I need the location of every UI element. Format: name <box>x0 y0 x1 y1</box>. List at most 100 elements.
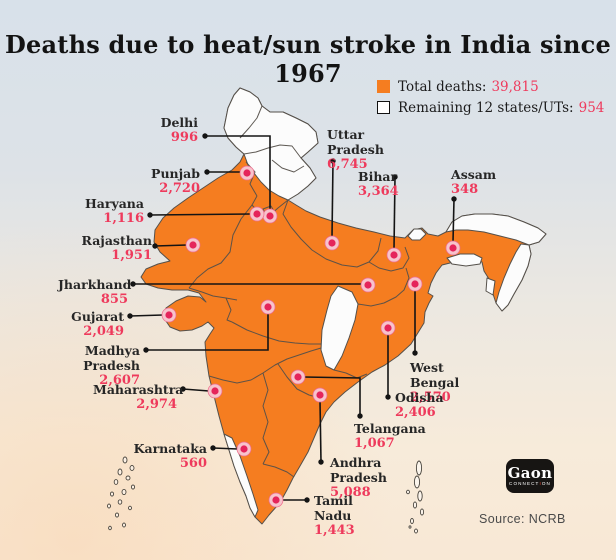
border-jk-himachal <box>243 144 302 159</box>
marker-uttar-pradesh <box>324 235 340 251</box>
state-markers <box>161 165 461 508</box>
marker-gujarat <box>161 307 177 323</box>
state-name: Bihar <box>358 169 398 184</box>
connector-lines <box>127 133 457 503</box>
state-region-tripura <box>485 277 496 296</box>
label-uttar-pradesh: Uttar Pradesh 6,745 <box>327 127 422 172</box>
label-punjab: Punjab 2,720 <box>112 166 200 196</box>
state-value: 2,570 <box>410 390 451 405</box>
state-value: 996 <box>170 130 198 145</box>
state-value: 6,745 <box>327 157 368 172</box>
state-name: Karnataka <box>133 441 207 456</box>
state-region-arunachal <box>445 213 547 246</box>
legend-total-swatch <box>377 80 390 93</box>
state-name: Rajasthan <box>81 233 152 248</box>
state-value: 1,116 <box>103 211 144 226</box>
lakshadweep-islands <box>107 456 136 531</box>
label-bihar: Bihar 3,364 <box>358 169 428 199</box>
marker-karnataka <box>236 441 252 457</box>
label-odisha: Odisha 2,406 <box>395 390 457 420</box>
label-andhra-pradesh: Andhra Pradesh 5,088 <box>330 455 388 500</box>
state-value: 1,443 <box>314 523 355 538</box>
legend-total-label: Total deaths: <box>398 78 487 95</box>
state-name: Delhi <box>160 115 198 130</box>
state-name: Haryana <box>84 196 144 211</box>
state-value: 2,049 <box>83 324 124 339</box>
label-delhi: Delhi 996 <box>128 115 198 145</box>
marker-rajasthan <box>185 237 201 253</box>
state-region-nagaland-manipur-mizoram <box>495 243 532 312</box>
legend-total-value: 39,815 <box>491 78 539 95</box>
marker-tamil-nadu <box>268 492 284 508</box>
marker-assam <box>445 240 461 256</box>
logo-connection-text: CONNECTION <box>509 481 551 487</box>
logo-sub-right: ON <box>541 480 551 486</box>
state-value: 5,088 <box>330 485 371 500</box>
state-value: 348 <box>451 182 479 197</box>
label-west-bengal: West Bengal 2,570 <box>410 360 495 405</box>
label-karnataka: Karnataka 560 <box>133 441 207 471</box>
marker-telangana <box>290 369 306 385</box>
label-rajasthan: Rajasthan 1,951 <box>64 233 152 263</box>
state-name: Tamil Nadu <box>314 493 353 523</box>
label-telangana: Telangana 1,067 <box>354 421 429 451</box>
legend-remaining-row: Remaining 12 states/UTs: 954 <box>377 97 604 118</box>
source-text: Source: NCRB <box>479 512 566 526</box>
marker-maharashtra <box>207 383 223 399</box>
state-name: Maharashtra <box>93 382 184 397</box>
state-value: 1,951 <box>111 248 152 263</box>
state-value: 2,406 <box>395 405 436 420</box>
state-region-kerala <box>223 433 259 518</box>
label-assam: Assam 348 <box>451 167 511 197</box>
marker-odisha <box>380 320 396 336</box>
label-gujarat: Gujarat 2,049 <box>58 309 124 339</box>
legend-total-row: Total deaths: 39,815 <box>377 76 604 97</box>
state-region-meghalaya <box>446 253 483 267</box>
logo-sub-i: I <box>539 480 542 486</box>
logo-sub-left: CONNECT <box>509 480 540 486</box>
label-tamil-nadu: Tamil Nadu 1,443 <box>314 493 389 538</box>
state-name: Telangana <box>354 421 426 436</box>
state-name: Gujarat <box>71 309 124 324</box>
state-value: 2,974 <box>136 397 177 412</box>
state-name: Andhra Pradesh <box>330 455 387 485</box>
marker-haryana <box>249 206 265 222</box>
gaon-connection-logo: Gaon CONNECTION <box>506 459 554 493</box>
state-value: 2,720 <box>159 181 200 196</box>
state-borders <box>188 161 410 478</box>
state-name: West Bengal <box>410 360 460 390</box>
state-region-sikkim <box>407 228 427 241</box>
marker-jharkhand <box>360 277 376 293</box>
marker-punjab <box>239 165 255 181</box>
infographic-title: Deaths due to heat/sun stroke in India s… <box>5 30 611 88</box>
label-jharkhand: Jharkhand 855 <box>58 277 132 307</box>
legend-remaining-value: 954 <box>578 99 605 116</box>
state-name: Jharkhand <box>58 277 132 292</box>
legend: Total deaths: 39,815 Remaining 12 states… <box>377 76 604 118</box>
state-name: Punjab <box>151 166 200 181</box>
state-name: Odisha <box>395 390 444 405</box>
legend-remaining-label: Remaining 12 states/UTs: <box>398 99 574 116</box>
andaman-nicobar-islands <box>406 460 425 534</box>
marker-delhi <box>262 208 278 224</box>
state-value: 2,607 <box>99 373 140 388</box>
state-name: Uttar Pradesh <box>327 127 384 157</box>
state-value: 560 <box>179 456 207 471</box>
border-jk-ladakh <box>239 105 263 139</box>
marker-bihar <box>386 247 402 263</box>
state-name: Madhya Pradesh <box>83 343 140 373</box>
state-name: Assam <box>451 167 497 182</box>
label-haryana: Haryana 1,116 <box>56 196 144 226</box>
marker-west-bengal <box>407 276 423 292</box>
label-maharashtra: Maharashtra 2,974 <box>93 382 184 412</box>
label-madhya-pradesh: Madhya Pradesh 2,607 <box>38 343 140 388</box>
marker-andhra-pradesh <box>312 387 328 403</box>
state-value: 3,364 <box>358 184 399 199</box>
legend-remaining-swatch <box>377 101 390 114</box>
border-himachal-uttarakhand <box>271 159 305 173</box>
marker-madhya-pradesh <box>260 299 276 315</box>
logo-gaon-text: Gaon <box>507 463 553 482</box>
state-value: 1,067 <box>354 436 395 451</box>
